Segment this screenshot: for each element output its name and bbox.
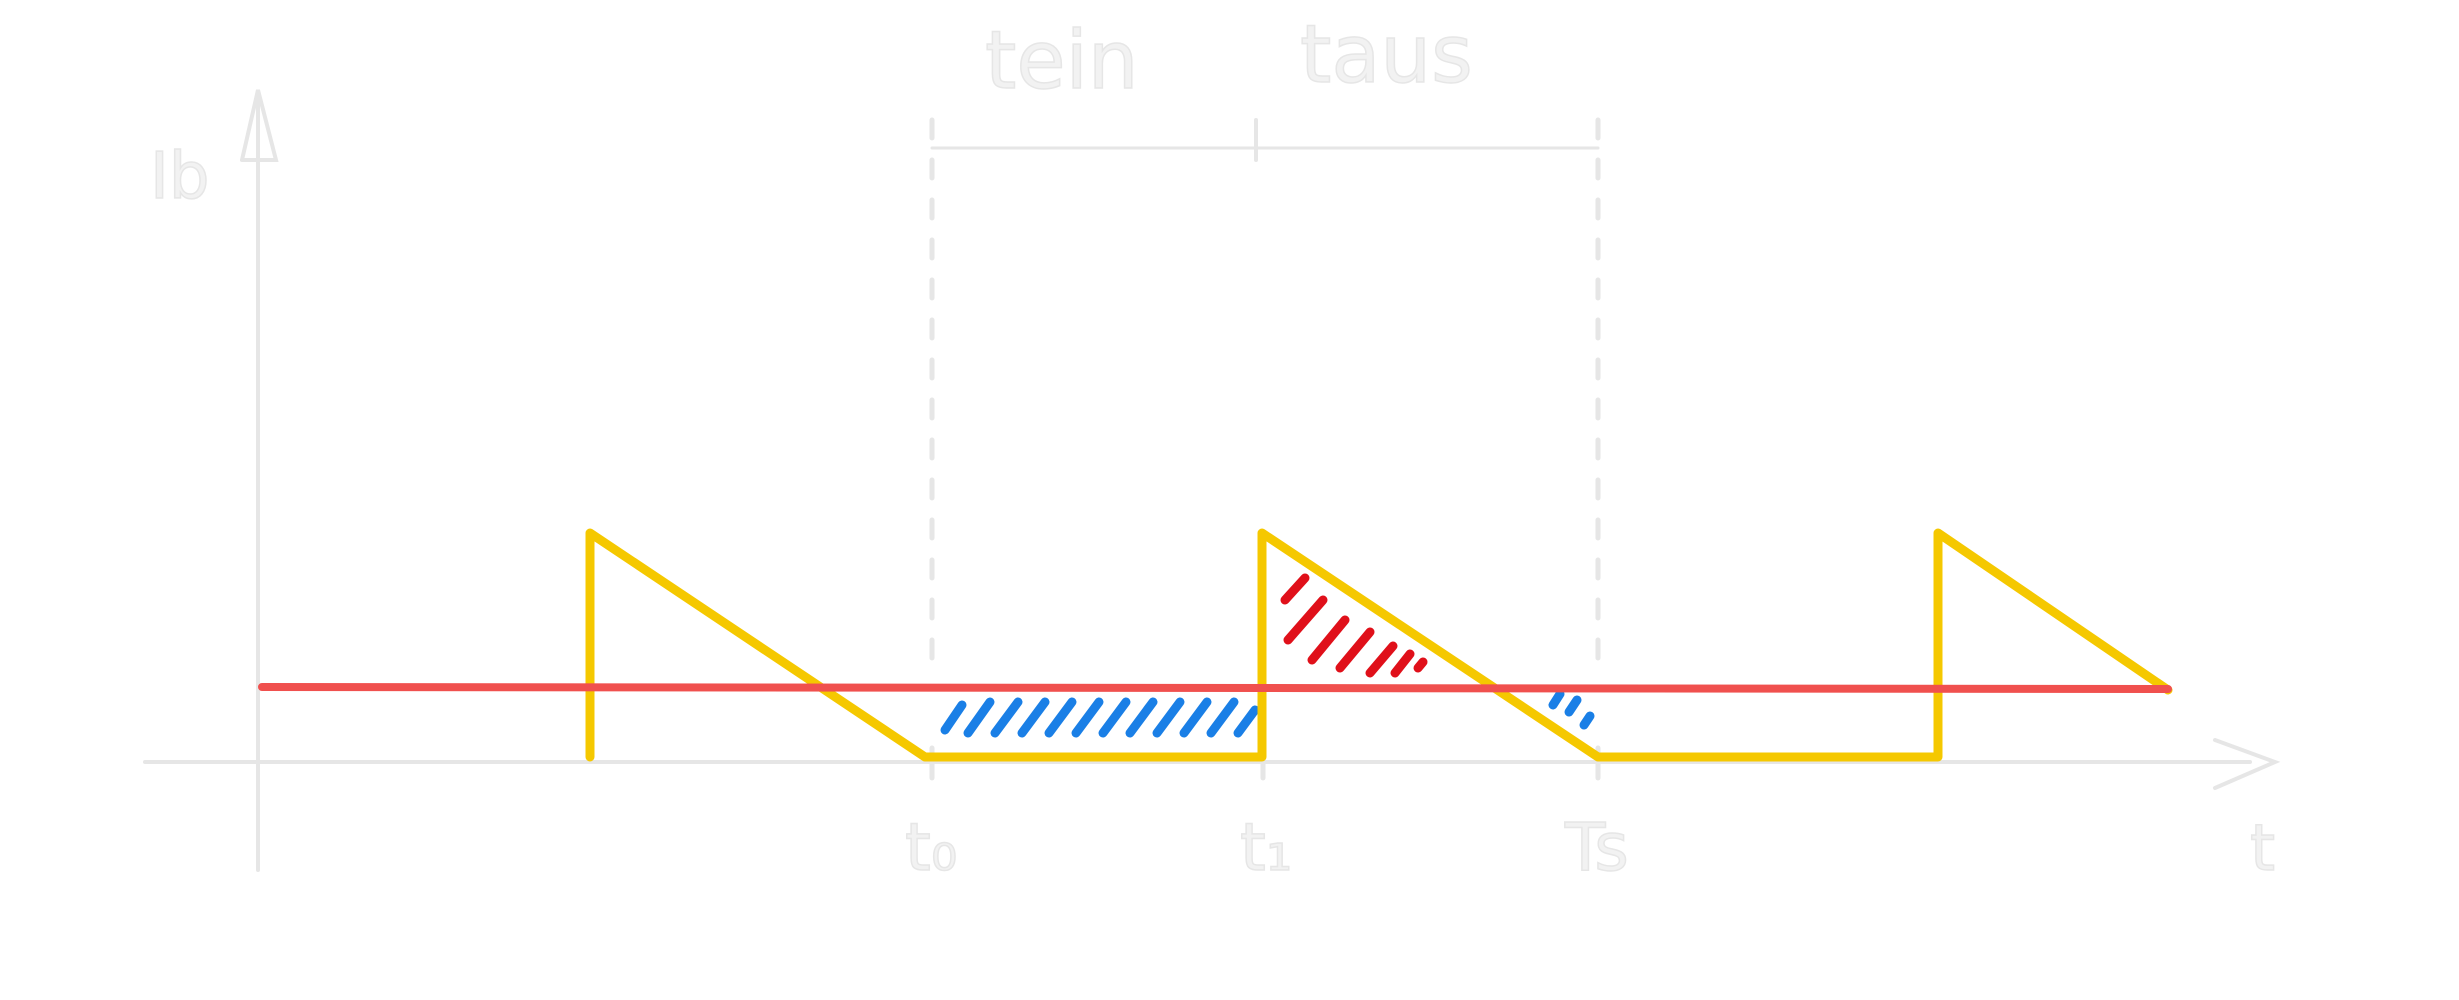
hatch-stroke bbox=[1179, 697, 1212, 738]
hatch-stroke bbox=[1390, 649, 1415, 678]
hatch-stroke bbox=[990, 697, 1023, 738]
hatch-stroke bbox=[1071, 697, 1104, 738]
hatch-stroke bbox=[1233, 705, 1260, 738]
y-axis-label: Ib bbox=[150, 140, 210, 214]
positive-area-hatch bbox=[1280, 573, 1428, 678]
tick-label-ts: Ts bbox=[1564, 809, 1629, 886]
hatch-stroke bbox=[1283, 595, 1328, 645]
hatch-stroke bbox=[1307, 615, 1350, 665]
x-axis-label: t bbox=[2250, 812, 2275, 886]
hatch-stroke bbox=[1579, 711, 1595, 730]
hatch-stroke bbox=[1098, 697, 1131, 738]
negative-area-hatch bbox=[940, 689, 1595, 738]
hatch-stroke bbox=[1152, 697, 1185, 738]
hatch-stroke bbox=[1335, 627, 1375, 673]
tick-label-t1: t₁ bbox=[1240, 809, 1292, 886]
hatch-stroke bbox=[940, 700, 967, 735]
x-axis-arrowhead bbox=[2213, 738, 2281, 790]
hatch-stroke bbox=[963, 697, 995, 738]
tick-label-t0: t₀ bbox=[905, 809, 957, 886]
average-line bbox=[258, 683, 2172, 693]
hatch-stroke bbox=[1365, 641, 1398, 678]
t-off-label: taus bbox=[1300, 8, 1473, 101]
period-guides bbox=[929, 117, 1601, 781]
hatch-stroke bbox=[1280, 573, 1310, 605]
hatch-stroke bbox=[1044, 697, 1077, 738]
sawtooth-signal bbox=[585, 528, 2173, 762]
axes bbox=[143, 89, 2281, 872]
hatch-stroke bbox=[1413, 657, 1428, 673]
hatch-stroke bbox=[1206, 697, 1239, 738]
t-on-label: tein bbox=[985, 14, 1139, 107]
hatch-stroke bbox=[1564, 695, 1582, 717]
hatch-stroke bbox=[1017, 697, 1050, 738]
hatch-stroke bbox=[1548, 689, 1565, 710]
hatch-stroke bbox=[1125, 697, 1158, 738]
y-axis-arrowhead bbox=[240, 89, 279, 162]
